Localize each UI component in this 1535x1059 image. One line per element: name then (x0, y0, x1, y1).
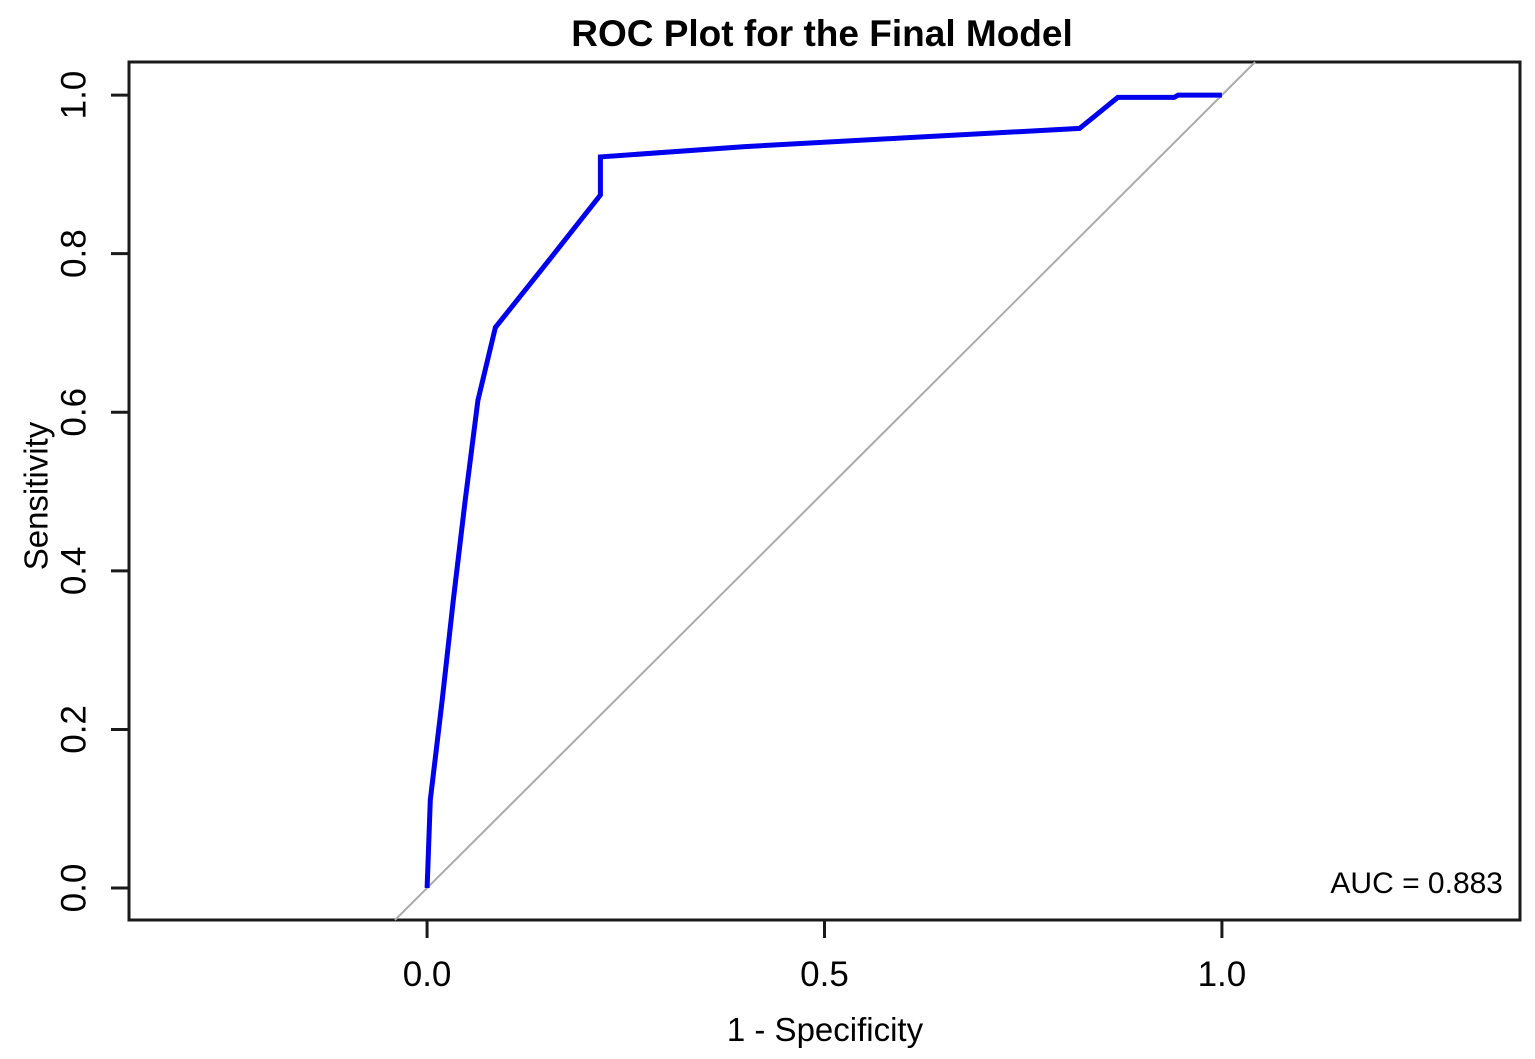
y-tick-label: 0.2 (55, 705, 94, 754)
x-tick-label: 0.0 (403, 955, 452, 994)
y-axis-label: Sensitivity (18, 421, 55, 570)
y-tick-label: 0.8 (55, 229, 94, 278)
y-tick-label: 0.6 (55, 388, 94, 437)
chart-title: ROC Plot for the Final Model (571, 13, 1073, 54)
auc-annotation: AUC = 0.883 (1330, 867, 1503, 900)
plot-dynamic-layer: 0.0 0.5 1.0 0.0 0.2 0.4 0.6 0.8 1.0 (55, 61, 1256, 994)
chance-diagonal (394, 61, 1256, 921)
x-tick-label: 1.0 (1198, 955, 1247, 994)
x-axis-label: 1 - Specificity (727, 1011, 924, 1048)
y-tick-label: 0.0 (55, 864, 94, 913)
y-tick-label: 0.4 (55, 547, 94, 596)
x-tick-label: 0.5 (800, 955, 849, 994)
y-tick-label: 1.0 (55, 71, 94, 120)
roc-curve (424, 92, 1222, 889)
